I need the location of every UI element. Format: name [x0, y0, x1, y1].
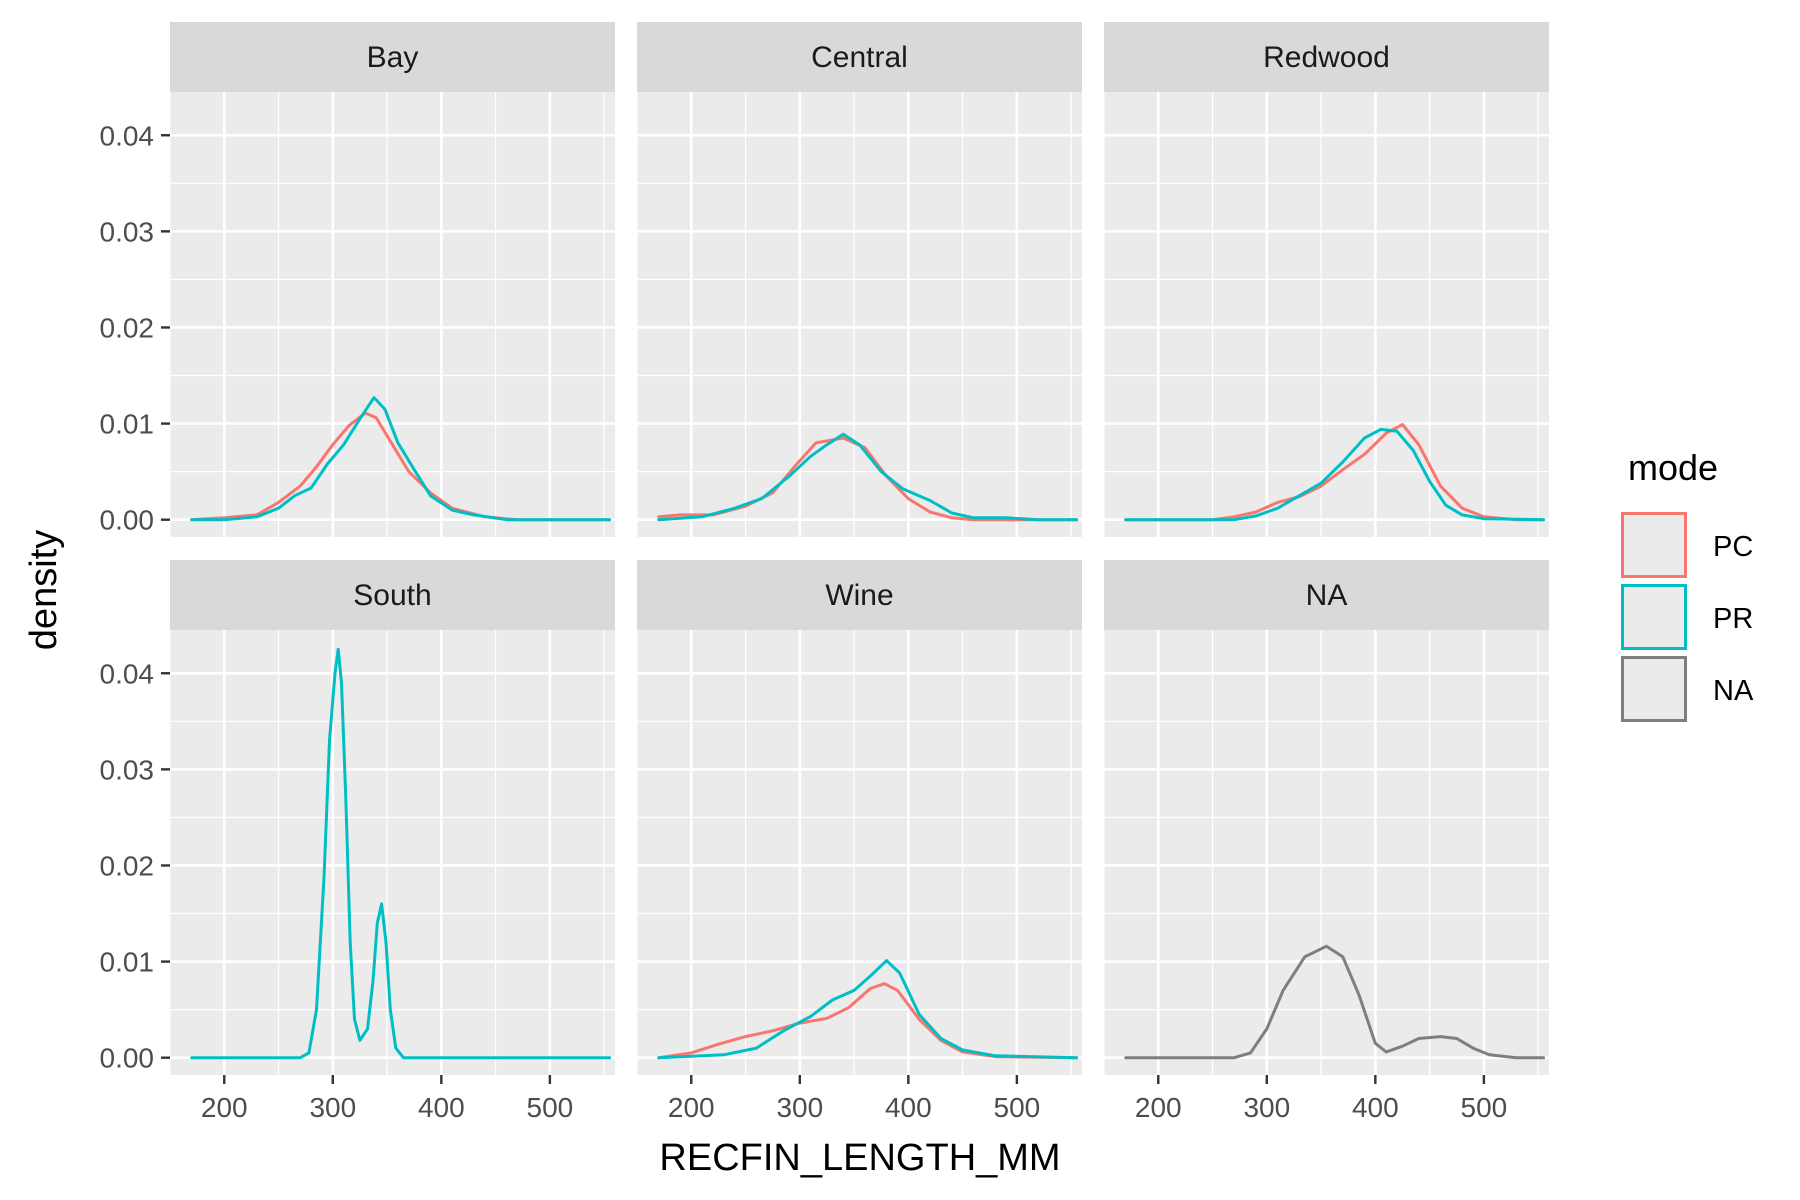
legend-key-background: [1621, 584, 1687, 650]
facet-panels: Bay Central Redwood South Wine NA: [169, 22, 1549, 1075]
legend-key-pr: [1621, 584, 1687, 650]
y-tick-label: 0.04: [100, 120, 155, 151]
y-tick-label: 0.02: [100, 850, 155, 881]
x-tick-label: 500: [527, 1092, 574, 1123]
x-tick-label: 300: [1243, 1092, 1290, 1123]
legend-label: NA: [1713, 675, 1754, 707]
panel-background: [1104, 630, 1549, 1075]
facet-panel-na: NA: [1103, 560, 1549, 1075]
panel-background: [170, 92, 615, 537]
x-tick-label: 400: [418, 1092, 465, 1123]
facet-panel-south: South: [169, 560, 615, 1075]
facet-strip-label: Redwood: [1263, 41, 1390, 74]
x-tick-label: 300: [776, 1092, 823, 1123]
y-tick-label: 0.03: [100, 216, 155, 247]
panel-background: [637, 92, 1082, 537]
legend-key-na: [1621, 656, 1687, 722]
x-tick-label: 500: [994, 1092, 1041, 1123]
facet-panel-wine: Wine: [636, 560, 1082, 1075]
facet-panel-central: Central: [636, 22, 1082, 537]
density-line-pr: [1124, 427, 1546, 522]
panel-background: [637, 630, 1082, 1075]
facet-strip: [637, 22, 1082, 92]
legend-key-pc: [1621, 512, 1687, 578]
x-tick-label: 200: [1135, 1092, 1182, 1123]
legend-label: PR: [1713, 603, 1753, 635]
facet-panel-bay: Bay: [169, 22, 615, 537]
y-tick-label: 0.00: [100, 1043, 155, 1074]
facet-strip-label: NA: [1306, 579, 1348, 612]
y-tick-label: 0.00: [100, 505, 155, 536]
y-tick-label: 0.03: [100, 754, 155, 785]
facet-strip: [1104, 22, 1549, 92]
y-axis: 0.00 0.01 0.02 0.03 0.04 0.00 0.01 0.02 0.03 0.04: [100, 120, 170, 1074]
legend-label: PC: [1713, 531, 1753, 563]
y-tick-label: 0.02: [100, 312, 155, 343]
panel-background: [170, 630, 615, 1075]
y-axis-title: density: [23, 530, 65, 650]
facet-strip: [637, 560, 1082, 630]
y-tick-label: 0.01: [100, 947, 155, 978]
x-axis-title: RECFIN_LENGTH_MM: [659, 1137, 1060, 1179]
x-tick-label: 400: [885, 1092, 932, 1123]
y-tick-label: 0.04: [100, 658, 155, 689]
facet-strip-label: South: [353, 579, 431, 612]
x-tick-label: 200: [201, 1092, 248, 1123]
facet-panel-redwood: Redwood: [1103, 22, 1549, 537]
legend-key-background: [1621, 656, 1687, 722]
facet-strip: [170, 560, 615, 630]
density-line-pr: [190, 647, 612, 1060]
panel-background: [1104, 92, 1549, 537]
x-tick-label: 400: [1352, 1092, 1399, 1123]
density-line-pr: [657, 432, 1079, 522]
x-axis: 200 300 400 500 200 300 400 500 200 300 400 500: [201, 1075, 1507, 1123]
y-tick-label: 0.01: [100, 409, 155, 440]
facet-strip: [1104, 560, 1549, 630]
density-line-pr: [190, 396, 612, 522]
density-line-pc: [1124, 423, 1546, 522]
x-tick-label: 500: [1461, 1092, 1508, 1123]
facet-strip-label: Bay: [367, 41, 419, 74]
legend-title: mode: [1628, 447, 1718, 488]
density-line-pc: [657, 982, 1079, 1060]
facet-strip-label: Central: [811, 41, 908, 74]
density-line-pr: [657, 959, 1079, 1060]
facet-strip-label: Wine: [825, 579, 893, 612]
x-tick-label: 300: [309, 1092, 356, 1123]
legend-key-background: [1621, 512, 1687, 578]
legend: mode PC PR NA: [1621, 447, 1754, 722]
x-tick-label: 200: [668, 1092, 715, 1123]
facet-strip: [170, 22, 615, 92]
density-line-na: [1124, 944, 1546, 1060]
